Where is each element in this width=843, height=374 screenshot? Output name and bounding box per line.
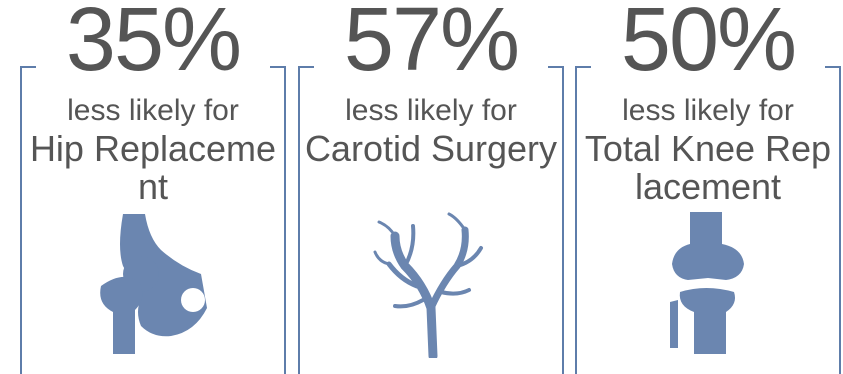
stat-percent: 57% xyxy=(298,0,564,90)
frame-tick xyxy=(548,66,564,68)
frame-tick xyxy=(20,66,36,68)
stat-frame xyxy=(575,66,841,374)
frame-tick xyxy=(298,66,314,68)
stat-lead: less likely for xyxy=(67,94,239,127)
knee-joint-icon xyxy=(575,208,841,358)
stat-procedure: Carotid Surgery xyxy=(304,128,558,169)
stat-procedure: Hip Replacement xyxy=(29,128,277,207)
frame-tick xyxy=(270,66,286,68)
stat-hip: 35% less likely for Hip Replacement xyxy=(20,0,286,374)
hip-bone-icon xyxy=(20,208,286,358)
stat-frame xyxy=(20,66,286,374)
stat-lead: less likely for xyxy=(622,94,794,127)
carotid-artery-icon xyxy=(298,208,564,358)
stat-carotid: 57% less likely for Carotid Surgery xyxy=(298,0,564,374)
stat-lead: less likely for xyxy=(345,94,517,127)
stat-percent: 35% xyxy=(20,0,286,90)
stat-knee: 50% less likely for Total Knee Replaceme… xyxy=(575,0,841,374)
frame-tick xyxy=(825,66,841,68)
frame-tick xyxy=(575,66,591,68)
stat-percent: 50% xyxy=(575,0,841,90)
stat-frame xyxy=(298,66,564,374)
stat-procedure: Total Knee Replacement xyxy=(584,128,832,207)
